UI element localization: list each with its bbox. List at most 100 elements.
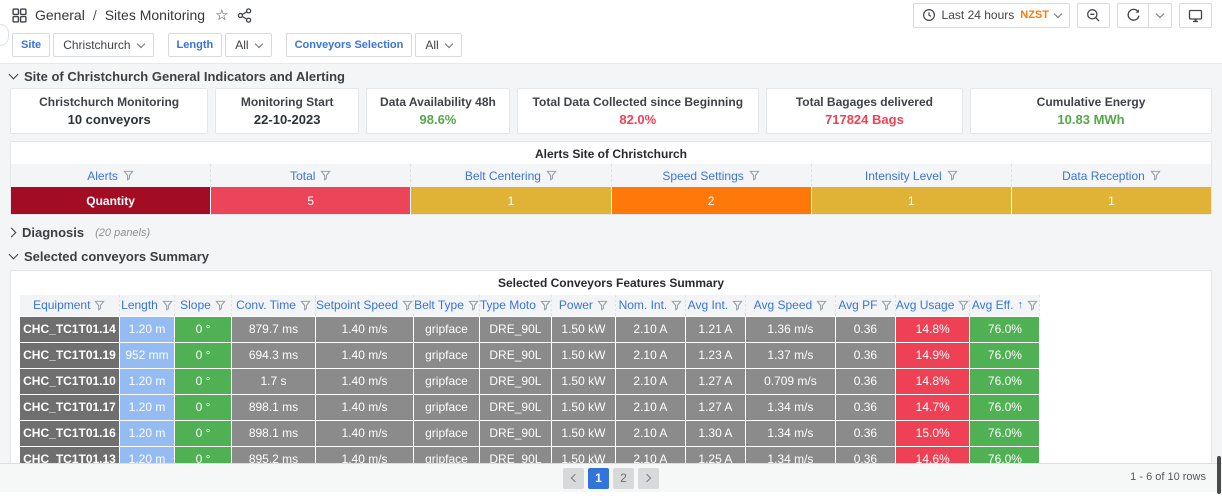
rows-count-info: 1 - 6 of 10 rows (1130, 471, 1206, 483)
stat-title: Total Data Collected since Beginning (532, 95, 744, 109)
summary-cell: 1.20 m (119, 419, 175, 447)
equipment-cell: CHC_TC1T01.17 (19, 393, 120, 421)
alerts-column-label: Intensity Level (864, 168, 942, 183)
page-button-1[interactable]: 1 (588, 467, 609, 489)
time-range-picker[interactable]: Last 24 hours NZST (912, 2, 1070, 28)
alerts-value-cell: 2 (611, 187, 812, 214)
zoom-out-time-button[interactable] (1077, 2, 1110, 28)
summary-column-header[interactable]: Avg Int. (685, 295, 746, 316)
alerts-column-header[interactable]: Data Reception (1012, 164, 1211, 187)
filter-funnel-icon[interactable] (320, 170, 332, 181)
summary-column-header[interactable]: Length (119, 295, 175, 316)
refresh-button[interactable] (1117, 2, 1149, 28)
filter-funnel-icon[interactable] (1150, 170, 1161, 181)
previous-page-button[interactable] (563, 467, 584, 489)
variable-site-select[interactable]: Christchurch (53, 33, 154, 57)
summary-column-label: Power (558, 298, 593, 313)
refresh-interval-dropdown[interactable] (1149, 2, 1172, 28)
breadcrumb-dashboard-title[interactable]: Sites Monitoring (104, 7, 206, 23)
summary-column-header[interactable]: Type Moto (479, 295, 552, 316)
filter-funnel-icon[interactable] (749, 170, 760, 181)
alerts-value-cell: 1 (1011, 187, 1212, 214)
summary-cell: 0.36 (834, 419, 896, 447)
filter-funnel-icon[interactable] (94, 300, 106, 311)
monitor-icon (1188, 8, 1203, 23)
summary-cell: 76.0% (969, 367, 1041, 395)
summary-cell: 2.10 A (614, 341, 686, 369)
filter-funnel-icon[interactable] (671, 300, 683, 311)
section-summary-header[interactable]: Selected conveyors Summary (8, 246, 1212, 267)
breadcrumb-section[interactable]: General (35, 7, 85, 23)
alerts-column-header[interactable]: Intensity Level (812, 164, 1012, 187)
alerts-column-header[interactable]: Total (211, 164, 412, 187)
section-diagnosis-header[interactable]: Diagnosis (20 panels) (6, 222, 1212, 243)
vertical-scrollbar-thumb[interactable] (1217, 456, 1221, 494)
next-page-button[interactable] (638, 467, 659, 489)
filter-funnel-icon[interactable] (402, 300, 413, 311)
filter-funnel-icon[interactable] (546, 170, 557, 181)
bottom-strip (0, 492, 1222, 496)
summary-column-header[interactable]: Nom. Int. (615, 295, 686, 316)
summary-cell: 76.0% (969, 315, 1041, 343)
summary-cell: 0.36 (834, 341, 896, 369)
filter-funnel-icon[interactable] (123, 170, 134, 181)
filter-funnel-icon[interactable] (946, 170, 958, 181)
filter-funnel-icon[interactable] (1027, 300, 1038, 311)
star-icon[interactable]: ☆ (215, 6, 229, 24)
variable-conveyors-select[interactable]: All (415, 33, 462, 57)
summary-column-label: Avg Usage (895, 298, 955, 313)
chevron-down-icon (8, 249, 19, 260)
kiosk-mode-button[interactable] (1179, 2, 1212, 28)
summary-column-header[interactable]: Avg PF (835, 295, 896, 316)
filter-funnel-icon[interactable] (468, 300, 479, 311)
summary-cell: 1.50 kW (550, 341, 616, 369)
alerts-value-cell: 1 (811, 187, 1012, 214)
refresh-button-group (1117, 2, 1172, 28)
share-icon[interactable] (237, 7, 252, 23)
filter-funnel-icon[interactable] (300, 300, 311, 311)
alerts-value-cell: 5 (211, 187, 412, 214)
alerts-column-header[interactable]: Belt Centering (411, 164, 612, 187)
filter-funnel-icon[interactable] (162, 300, 173, 311)
summary-cell: 0.36 (834, 393, 896, 421)
page-button-2[interactable]: 2 (613, 467, 634, 489)
dashboards-grid-icon[interactable] (12, 7, 27, 23)
filter-funnel-icon[interactable] (881, 300, 893, 311)
summary-cell: 2.10 A (614, 419, 686, 447)
conveyors-table: Equipment Length Slope Conv. Time Setpoint S… (19, 295, 1041, 473)
stat-panel-cumulative-energy: Cumulative Energy 10.83 MWh (970, 88, 1212, 134)
alerts-panel-title: Alerts Site of Christchurch (534, 147, 688, 161)
filter-funnel-icon[interactable] (958, 300, 969, 311)
filter-funnel-icon[interactable] (732, 300, 743, 311)
summary-panel: Selected Conveyors Features Summary Equi… (10, 270, 1212, 480)
summary-column-label: Setpoint Speed (316, 298, 399, 313)
summary-cell: 0 ° (174, 419, 232, 447)
section-indicators-header[interactable]: Site of Christchurch General Indicators … (8, 66, 1212, 87)
navbar-actions: Last 24 hours NZST (912, 2, 1212, 28)
sort-ascending-icon: ↑ (1017, 299, 1023, 312)
equipment-cell: CHC_TC1T01.10 (19, 367, 120, 395)
summary-column-header[interactable]: Avg Speed (745, 295, 836, 316)
summary-column-header[interactable]: Power (551, 295, 616, 316)
summary-column-header[interactable]: Conv. Time (231, 295, 316, 316)
breadcrumb-separator: / (92, 7, 97, 23)
summary-column-header[interactable]: Avg Usage (895, 295, 971, 316)
summary-cell: gripface (413, 419, 480, 447)
alerts-column-header[interactable]: Alerts (11, 164, 212, 187)
filter-funnel-icon[interactable] (540, 300, 551, 311)
summary-column-header[interactable]: Equipment (19, 295, 120, 316)
summary-cell: DRE_90L (478, 315, 552, 343)
summary-column-header[interactable]: Slope (174, 295, 232, 316)
alerts-column-header[interactable]: Speed Settings (612, 164, 812, 187)
filter-funnel-icon[interactable] (597, 300, 608, 311)
summary-column-header[interactable]: Setpoint Speed (315, 295, 415, 316)
summary-column-header[interactable]: Belt Type (413, 295, 480, 316)
summary-column-header[interactable]: Avg Eff. ↑ (969, 295, 1041, 316)
filter-funnel-icon[interactable] (816, 300, 827, 311)
summary-cell: 694.3 ms (231, 341, 316, 369)
filter-funnel-icon[interactable] (215, 300, 226, 311)
summary-cell: 1.40 m/s (314, 393, 415, 421)
variable-length-select[interactable]: All (225, 33, 272, 57)
